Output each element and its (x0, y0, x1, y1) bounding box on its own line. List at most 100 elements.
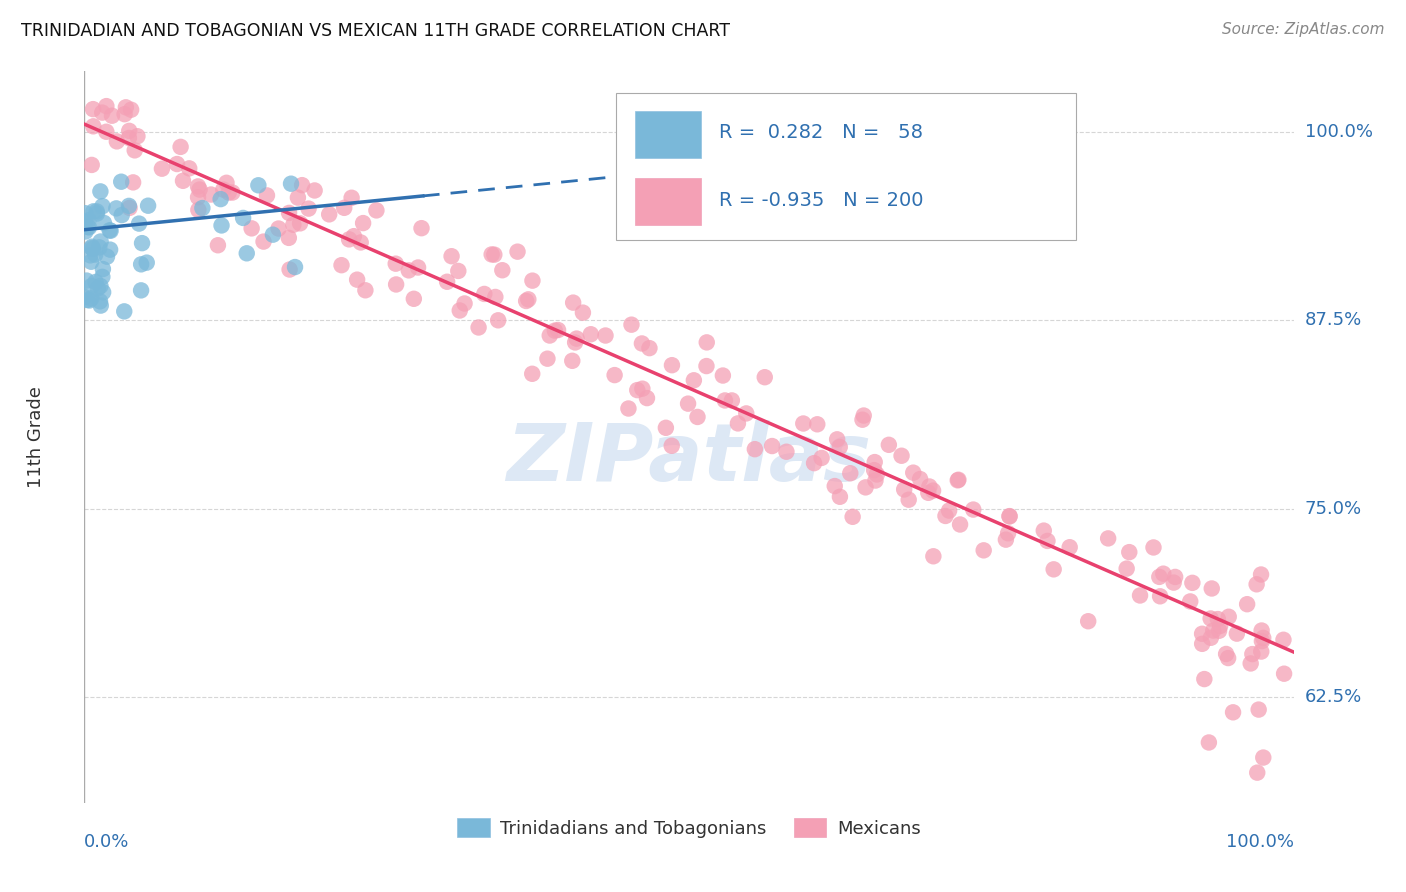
Point (683, 373, 706, 387)
Point (1149, 589, 1171, 603)
Point (994, 533, 1017, 547)
Point (77, 213, 100, 227)
Point (1152, 566, 1174, 581)
Point (80, 241, 103, 255)
Point (127, 129, 149, 144)
Point (73, 215, 96, 229)
Point (744, 442, 766, 457)
Point (277, 231, 299, 245)
Point (661, 358, 683, 372)
Point (472, 287, 495, 301)
Point (86, 204, 108, 219)
Point (110, 175, 132, 189)
Point (506, 244, 529, 259)
Point (187, 190, 209, 204)
Point (91, 285, 114, 300)
Point (962, 502, 984, 516)
Point (1198, 735, 1220, 749)
Point (824, 479, 846, 493)
Point (792, 417, 814, 431)
Point (287, 191, 309, 205)
Point (1129, 589, 1152, 603)
Point (91, 105, 114, 120)
Text: 87.5%: 87.5% (1305, 311, 1362, 329)
Point (626, 383, 648, 397)
Point (1036, 533, 1059, 548)
Point (803, 456, 825, 470)
Point (1272, 632, 1295, 647)
FancyBboxPatch shape (634, 178, 702, 225)
Point (179, 161, 201, 176)
Point (129, 257, 152, 271)
Point (852, 409, 875, 423)
Point (491, 263, 513, 277)
Point (998, 509, 1021, 524)
Point (91, 262, 114, 277)
Point (105, 135, 128, 149)
Point (343, 229, 366, 244)
Point (75, 225, 97, 239)
Point (855, 480, 877, 494)
Point (1032, 524, 1054, 538)
Point (727, 417, 749, 431)
FancyBboxPatch shape (634, 111, 702, 158)
Point (617, 401, 640, 416)
Point (1202, 624, 1225, 638)
Point (721, 393, 744, 408)
Point (536, 351, 558, 366)
Point (278, 262, 301, 277)
Point (453, 296, 475, 310)
Point (696, 335, 718, 350)
Point (1251, 631, 1274, 645)
Point (91, 199, 114, 213)
Text: R = -0.935   N = 200: R = -0.935 N = 200 (720, 191, 924, 210)
Point (82, 242, 104, 256)
Point (1163, 575, 1185, 590)
Point (714, 393, 737, 408)
Point (761, 439, 783, 453)
Point (1250, 644, 1272, 658)
Point (112, 304, 135, 318)
Point (1240, 657, 1263, 671)
Point (384, 257, 406, 271)
Point (166, 157, 188, 171)
Point (484, 290, 506, 304)
Point (115, 100, 138, 114)
Point (288, 216, 311, 230)
Text: Source: ZipAtlas.com: Source: ZipAtlas.com (1222, 22, 1385, 37)
Point (938, 503, 960, 517)
Point (80, 240, 103, 254)
Point (352, 216, 374, 230)
Point (754, 370, 776, 384)
Point (949, 517, 972, 532)
Point (1215, 647, 1237, 661)
Point (517, 293, 540, 307)
Text: 62.5%: 62.5% (1305, 689, 1362, 706)
Text: 11th Grade: 11th Grade (27, 386, 45, 488)
Point (1042, 562, 1064, 576)
Point (333, 201, 356, 215)
Point (828, 440, 851, 454)
Point (467, 320, 489, 334)
Point (1216, 651, 1239, 665)
Point (240, 221, 263, 235)
Point (711, 368, 734, 383)
Point (150, 161, 173, 176)
Point (1247, 703, 1270, 717)
Point (851, 413, 873, 427)
Point (93, 216, 115, 230)
Point (948, 473, 970, 487)
Point (839, 467, 862, 481)
Text: 75.0%: 75.0% (1305, 500, 1362, 517)
Point (890, 449, 912, 463)
Point (350, 235, 373, 250)
Point (73, 290, 96, 304)
Point (215, 176, 238, 190)
Point (90, 299, 112, 313)
Point (411, 221, 433, 235)
Point (101, 109, 124, 123)
Point (595, 328, 617, 343)
Point (82, 204, 104, 219)
Point (1181, 575, 1204, 590)
Point (169, 140, 191, 154)
